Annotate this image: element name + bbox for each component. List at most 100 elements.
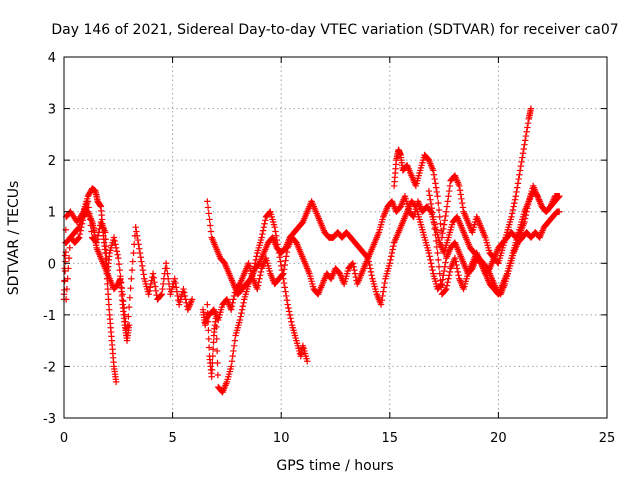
data-point bbox=[65, 254, 73, 262]
x-tick-label: 5 bbox=[168, 431, 176, 446]
data-point bbox=[133, 228, 140, 235]
data-point bbox=[349, 260, 357, 267]
data-point bbox=[523, 128, 530, 135]
data-point bbox=[188, 296, 196, 303]
y-tick-label: 1 bbox=[48, 206, 56, 221]
data-point bbox=[453, 265, 461, 272]
data-point bbox=[438, 284, 445, 291]
data-point bbox=[180, 289, 188, 296]
data-point bbox=[442, 286, 449, 294]
data-point bbox=[457, 191, 464, 198]
data-point bbox=[443, 208, 450, 215]
data-point bbox=[508, 210, 516, 217]
data-point bbox=[430, 167, 437, 174]
data-point bbox=[115, 254, 122, 262]
data-point bbox=[113, 248, 121, 255]
data-point bbox=[516, 167, 524, 174]
data-point bbox=[126, 294, 134, 301]
data-point bbox=[164, 270, 171, 277]
data-point bbox=[430, 219, 438, 227]
data-point bbox=[163, 265, 171, 272]
data-point bbox=[281, 261, 289, 269]
data-point bbox=[440, 225, 447, 233]
data-point bbox=[61, 267, 69, 275]
data-point bbox=[446, 182, 454, 190]
x-tick-label: 10 bbox=[273, 431, 290, 446]
data-point bbox=[279, 271, 286, 278]
data-point bbox=[204, 198, 211, 205]
data-point bbox=[387, 256, 394, 264]
data-point bbox=[122, 318, 129, 325]
data-point bbox=[172, 279, 179, 287]
data-point bbox=[152, 283, 159, 290]
data-point bbox=[524, 201, 532, 209]
data-point bbox=[173, 284, 180, 291]
data-point bbox=[440, 221, 448, 228]
data-point bbox=[149, 270, 157, 277]
data-point bbox=[284, 301, 291, 308]
data-point bbox=[260, 223, 268, 231]
data-point bbox=[513, 188, 520, 196]
series-trace-d bbox=[204, 208, 311, 396]
data-point bbox=[132, 223, 139, 231]
data-point bbox=[519, 154, 526, 161]
y-axis-label: SDTVAR / TECUs bbox=[6, 181, 22, 296]
data-point bbox=[75, 224, 82, 232]
data-point bbox=[437, 277, 444, 284]
data-point bbox=[129, 258, 136, 265]
data-point bbox=[86, 210, 93, 217]
data-point bbox=[388, 249, 396, 257]
data-point bbox=[429, 209, 436, 216]
data-point bbox=[288, 318, 295, 325]
data-point bbox=[133, 232, 141, 239]
data-point bbox=[173, 288, 181, 295]
data-point bbox=[125, 313, 132, 320]
data-point bbox=[445, 187, 453, 195]
data-point bbox=[368, 272, 375, 279]
data-point bbox=[431, 225, 438, 233]
data-point bbox=[428, 263, 435, 270]
data-point bbox=[442, 212, 449, 220]
data-point bbox=[367, 268, 375, 276]
data-point bbox=[285, 304, 292, 312]
data-point bbox=[117, 278, 125, 286]
data-point bbox=[213, 335, 220, 343]
data-point bbox=[137, 254, 144, 261]
data-point bbox=[205, 335, 212, 343]
y-tick-label: -3 bbox=[43, 412, 56, 427]
data-point bbox=[151, 278, 158, 286]
data-point bbox=[389, 246, 396, 253]
data-point bbox=[277, 258, 284, 265]
data-point bbox=[236, 316, 244, 324]
data-point bbox=[429, 266, 436, 274]
data-point bbox=[112, 241, 119, 248]
data-point bbox=[228, 358, 236, 365]
data-point bbox=[214, 371, 222, 379]
data-point bbox=[455, 272, 462, 279]
y-tick-label: -1 bbox=[43, 309, 56, 324]
plot-frame bbox=[63, 56, 608, 419]
data-point bbox=[436, 213, 443, 221]
data-point bbox=[127, 285, 134, 292]
data-point bbox=[152, 287, 160, 294]
data-point bbox=[124, 322, 131, 330]
data-point bbox=[146, 284, 154, 291]
data-point bbox=[229, 299, 236, 307]
data-point bbox=[230, 347, 237, 355]
data-point bbox=[430, 213, 437, 221]
data-point bbox=[458, 195, 465, 203]
data-point bbox=[304, 358, 311, 365]
data-point bbox=[443, 282, 451, 289]
data-point bbox=[228, 306, 235, 313]
data-point bbox=[556, 193, 563, 200]
data-point bbox=[159, 280, 167, 288]
data-point bbox=[255, 278, 262, 286]
data-point bbox=[445, 193, 452, 200]
data-point bbox=[139, 266, 147, 274]
data-point bbox=[442, 259, 449, 266]
data-point bbox=[452, 258, 459, 265]
data-point bbox=[519, 150, 527, 157]
data-point bbox=[510, 203, 517, 210]
series-trace-h bbox=[425, 182, 563, 298]
x-tick-label: 0 bbox=[60, 431, 68, 446]
